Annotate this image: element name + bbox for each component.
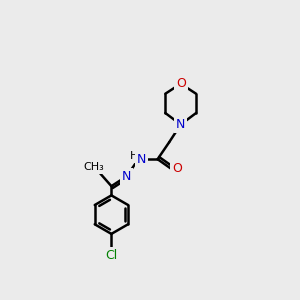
Text: N: N <box>137 153 146 166</box>
Text: CH₃: CH₃ <box>83 162 104 172</box>
Text: Cl: Cl <box>105 249 118 262</box>
Text: N: N <box>122 169 131 183</box>
Text: O: O <box>176 77 186 90</box>
Text: O: O <box>172 162 182 175</box>
Text: N: N <box>176 118 185 131</box>
Text: H: H <box>130 151 139 161</box>
